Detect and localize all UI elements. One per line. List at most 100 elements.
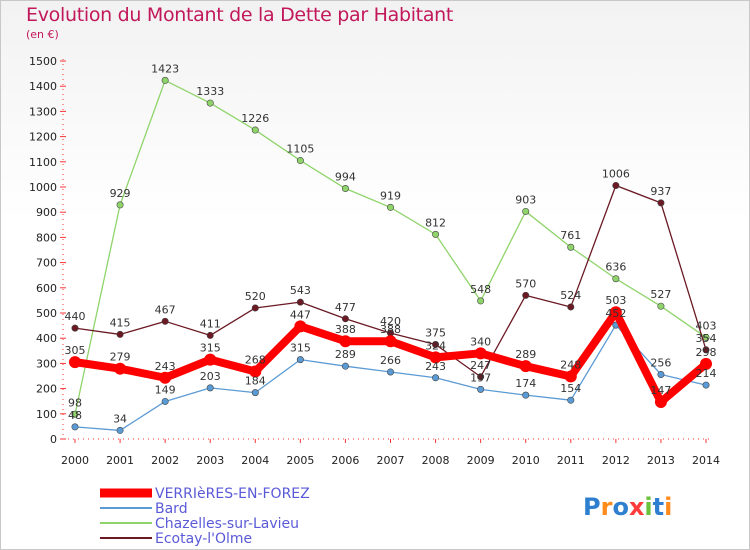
data-label: 197 — [470, 371, 491, 384]
data-point — [522, 391, 530, 399]
data-label: 248 — [560, 359, 581, 372]
y-tick-label: 200 — [36, 383, 57, 396]
data-point — [204, 353, 217, 366]
data-label: 548 — [470, 283, 491, 296]
data-label: 570 — [515, 277, 536, 290]
data-label: 420 — [380, 315, 401, 328]
data-label: 268 — [245, 353, 266, 366]
data-label: 903 — [515, 193, 536, 206]
data-point — [341, 185, 349, 193]
x-tick-label: 2003 — [196, 454, 224, 467]
data-label: 520 — [245, 290, 266, 303]
data-point — [116, 201, 124, 209]
data-label: 354 — [696, 332, 717, 345]
data-label: 477 — [335, 301, 356, 314]
data-label: 340 — [470, 335, 491, 348]
data-point — [477, 385, 485, 393]
data-point — [161, 397, 169, 405]
y-tick-label: 1400 — [29, 80, 57, 93]
y-tick-label: 0 — [50, 433, 57, 446]
data-point — [161, 76, 169, 84]
data-label: 994 — [335, 171, 356, 184]
y-tick-label: 1500 — [29, 55, 57, 68]
data-label: 147 — [650, 384, 671, 397]
y-tick-label: 500 — [36, 307, 57, 320]
logo-text: Proxiti — [583, 493, 672, 521]
data-label: 243 — [425, 360, 446, 373]
data-point — [341, 362, 349, 370]
x-tick-label: 2011 — [557, 454, 585, 467]
y-tick-label: 100 — [36, 408, 57, 421]
data-label: 279 — [110, 351, 131, 364]
data-label: 543 — [290, 284, 311, 297]
data-point — [567, 396, 575, 404]
data-label: 98 — [68, 396, 82, 409]
data-point — [296, 157, 304, 165]
data-point — [159, 371, 172, 384]
x-tick-label: 2001 — [106, 454, 134, 467]
data-label: 447 — [290, 308, 311, 321]
data-point — [341, 315, 349, 323]
data-point — [386, 203, 394, 211]
data-point — [474, 347, 487, 360]
data-label: 388 — [335, 323, 356, 336]
data-point — [69, 356, 81, 369]
data-point — [71, 324, 79, 332]
data-label: 524 — [560, 289, 581, 302]
data-label: 174 — [515, 377, 536, 390]
data-label: 48 — [68, 409, 82, 422]
data-label: 636 — [605, 261, 626, 274]
data-label: 411 — [200, 317, 221, 330]
y-tick-label: 900 — [36, 206, 57, 219]
data-label: 289 — [515, 348, 536, 361]
y-tick-label: 700 — [36, 257, 57, 270]
data-label: 1006 — [602, 167, 630, 180]
x-tick-label: 2014 — [692, 454, 720, 467]
data-label: 203 — [200, 370, 221, 383]
legend-label: Chazelles-sur-Lavieu — [155, 516, 299, 532]
x-tick-label: 2002 — [151, 454, 179, 467]
data-point — [609, 306, 622, 319]
data-point — [657, 302, 665, 310]
y-tick-label: 1200 — [29, 131, 57, 144]
legend-label: Bard — [155, 501, 188, 517]
data-label: 315 — [200, 342, 221, 355]
data-point — [700, 357, 712, 370]
data-label: 184 — [245, 375, 266, 388]
data-label: 34 — [113, 412, 127, 425]
data-point — [206, 99, 214, 107]
data-label: 298 — [696, 346, 717, 359]
data-label: 388 — [380, 323, 401, 336]
data-point — [251, 126, 259, 134]
y-tick-label: 300 — [36, 357, 57, 370]
data-point — [657, 370, 665, 378]
x-tick-label: 2000 — [61, 454, 89, 467]
data-label: 266 — [380, 354, 401, 367]
data-point — [522, 291, 530, 299]
data-label: 1333 — [196, 85, 224, 98]
series-line-2 — [74, 184, 707, 378]
x-tick-label: 2007 — [377, 454, 405, 467]
data-point — [477, 297, 485, 305]
data-label: 415 — [110, 316, 131, 329]
data-point — [432, 374, 440, 382]
x-tick-label: 2013 — [647, 454, 675, 467]
data-label: 154 — [560, 382, 581, 395]
data-point — [477, 373, 485, 381]
proxiti-logo: Proxiti — [583, 493, 672, 521]
data-labels-layer: 48 34 149 203 184 315 289 266 243 197 174 154 452 256… — [65, 62, 717, 425]
data-label: 289 — [335, 348, 356, 361]
data-label: 929 — [110, 187, 131, 200]
chart-title: Evolution du Montant de la Dette par Hab… — [26, 4, 454, 26]
chart-unit-label: (en €) — [26, 28, 59, 41]
data-point — [564, 370, 577, 383]
data-point — [429, 351, 442, 364]
data-point — [71, 423, 79, 431]
data-point — [654, 395, 667, 408]
y-tick-label: 1000 — [29, 181, 57, 194]
data-point — [294, 320, 307, 333]
data-point — [702, 346, 710, 354]
data-label: 1226 — [241, 112, 269, 125]
data-point — [206, 331, 214, 339]
